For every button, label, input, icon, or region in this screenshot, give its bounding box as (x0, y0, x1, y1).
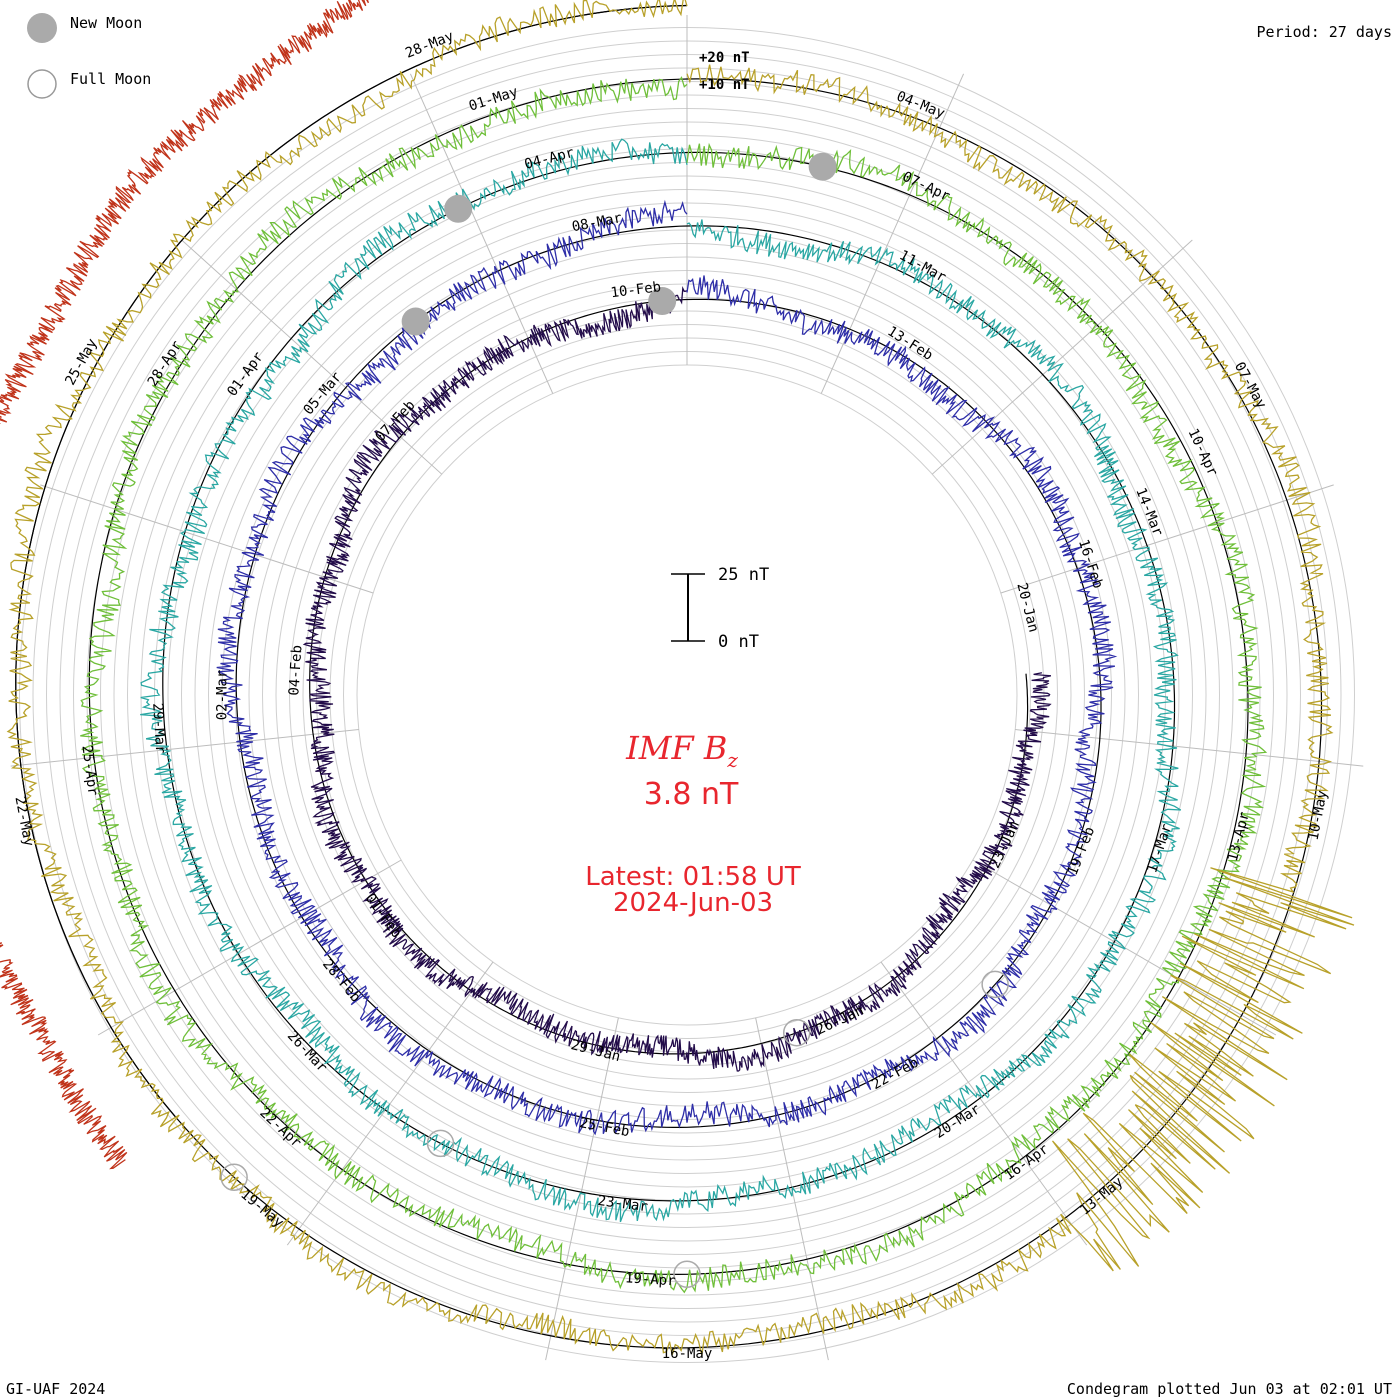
date-label: 25-May (62, 336, 100, 388)
moon-markers (220, 152, 1009, 1288)
new-moon-marker (648, 287, 677, 316)
credit-label: GI-UAF 2024 (6, 1380, 105, 1398)
radial-spoke (880, 961, 1088, 1246)
radial-spoke (820, 73, 965, 394)
radial-spoke (10, 728, 359, 767)
radial-spoke (409, 73, 554, 394)
radial-spoke (545, 1017, 619, 1361)
new-moon-marker (444, 194, 473, 223)
date-label: 26-Jan (814, 1002, 867, 1038)
new-moon-marker (808, 152, 837, 181)
date-label: 10-May (1306, 789, 1331, 842)
series-trace (302, 285, 1052, 1072)
date-label: 28-May (403, 28, 456, 61)
ref-label-plus10: +10 nT (699, 77, 750, 93)
date-label: 04-Feb (286, 645, 305, 696)
radial-spokes (10, 15, 1364, 1361)
date-label: 01-Apr (224, 349, 267, 399)
full-moon-marker (981, 970, 1009, 999)
radial-spoke (97, 859, 402, 1036)
date-label: 22-Feb (869, 1055, 921, 1093)
latest-date: 2024-Jun-03 (613, 888, 773, 918)
date-label: 23-Mar (597, 1193, 649, 1215)
series-trace (0, 0, 370, 1170)
plotted-label: Condegram plotted Jun 03 at 02:01 UT (1067, 1380, 1392, 1398)
date-label: 25-Apr (78, 744, 100, 796)
new-moon-legend-icon (27, 13, 57, 43)
full-moon-marker (220, 1163, 248, 1192)
new-moon-marker (401, 307, 430, 336)
full-moon-legend-label: Full Moon (70, 70, 151, 88)
date-label: 19-Apr (625, 1270, 676, 1289)
grid-ring (356, 364, 1018, 1026)
zero-baseline (88, 78, 1249, 1276)
current-value: 3.8 nT (644, 777, 739, 812)
series-trace (80, 76, 1268, 1294)
chart-title: IMF Bz (625, 729, 738, 772)
date-label: 29-Jan (569, 1037, 622, 1065)
date-label: 02-Mar (214, 670, 230, 721)
radial-spoke (1000, 484, 1334, 594)
date-label: 20-Jan (1013, 581, 1041, 634)
date-label: 19-May (237, 1187, 286, 1232)
latest-time: Latest: 01:58 UT (585, 862, 801, 892)
date-label: 28-Apr (145, 338, 186, 389)
full-moon-marker (673, 1260, 701, 1288)
date-label: 10-Feb (610, 279, 662, 301)
new-moon-legend-label: New Moon (70, 14, 142, 32)
date-label: 04-May (894, 88, 947, 121)
full-moon-marker (426, 1129, 455, 1158)
series-trace (6, 0, 1355, 1356)
radial-spoke (931, 239, 1193, 475)
full-moon-marker (782, 1018, 811, 1047)
date-label: 16-May (662, 1346, 713, 1362)
radial-spoke (286, 961, 494, 1246)
date-label: 29-Mar (149, 703, 168, 754)
ref-label-plus20: +20 nT (699, 50, 750, 66)
date-label: 01-Feb (362, 891, 405, 941)
date-label: 11-Mar (897, 247, 949, 285)
radial-spoke (1015, 728, 1364, 767)
date-label: 16-Feb (1075, 537, 1106, 590)
date-label: 01-May (467, 84, 520, 115)
date-label: 25-Feb (578, 1115, 631, 1140)
scale-bar: 25 nT 0 nT (671, 565, 769, 652)
date-label: 17-Mar (1144, 822, 1175, 875)
grid-ring (235, 243, 1139, 1147)
zero-baseline (235, 225, 1102, 1128)
full-moon-legend-icon (27, 69, 57, 99)
zero-baseline (15, 4, 688, 1118)
series-trace (140, 138, 1182, 1223)
scale-bottom-label: 0 nT (718, 632, 759, 652)
scale-top-label: 25 nT (718, 565, 769, 585)
series-trace (216, 199, 1118, 1136)
radial-spoke (40, 484, 374, 594)
date-label: 10-Apr (1185, 426, 1221, 479)
radial-spoke (181, 239, 443, 475)
grid-ring (248, 256, 1126, 1134)
period-label: Period: 27 days (1257, 23, 1392, 41)
grid-ring (316, 324, 1058, 1066)
